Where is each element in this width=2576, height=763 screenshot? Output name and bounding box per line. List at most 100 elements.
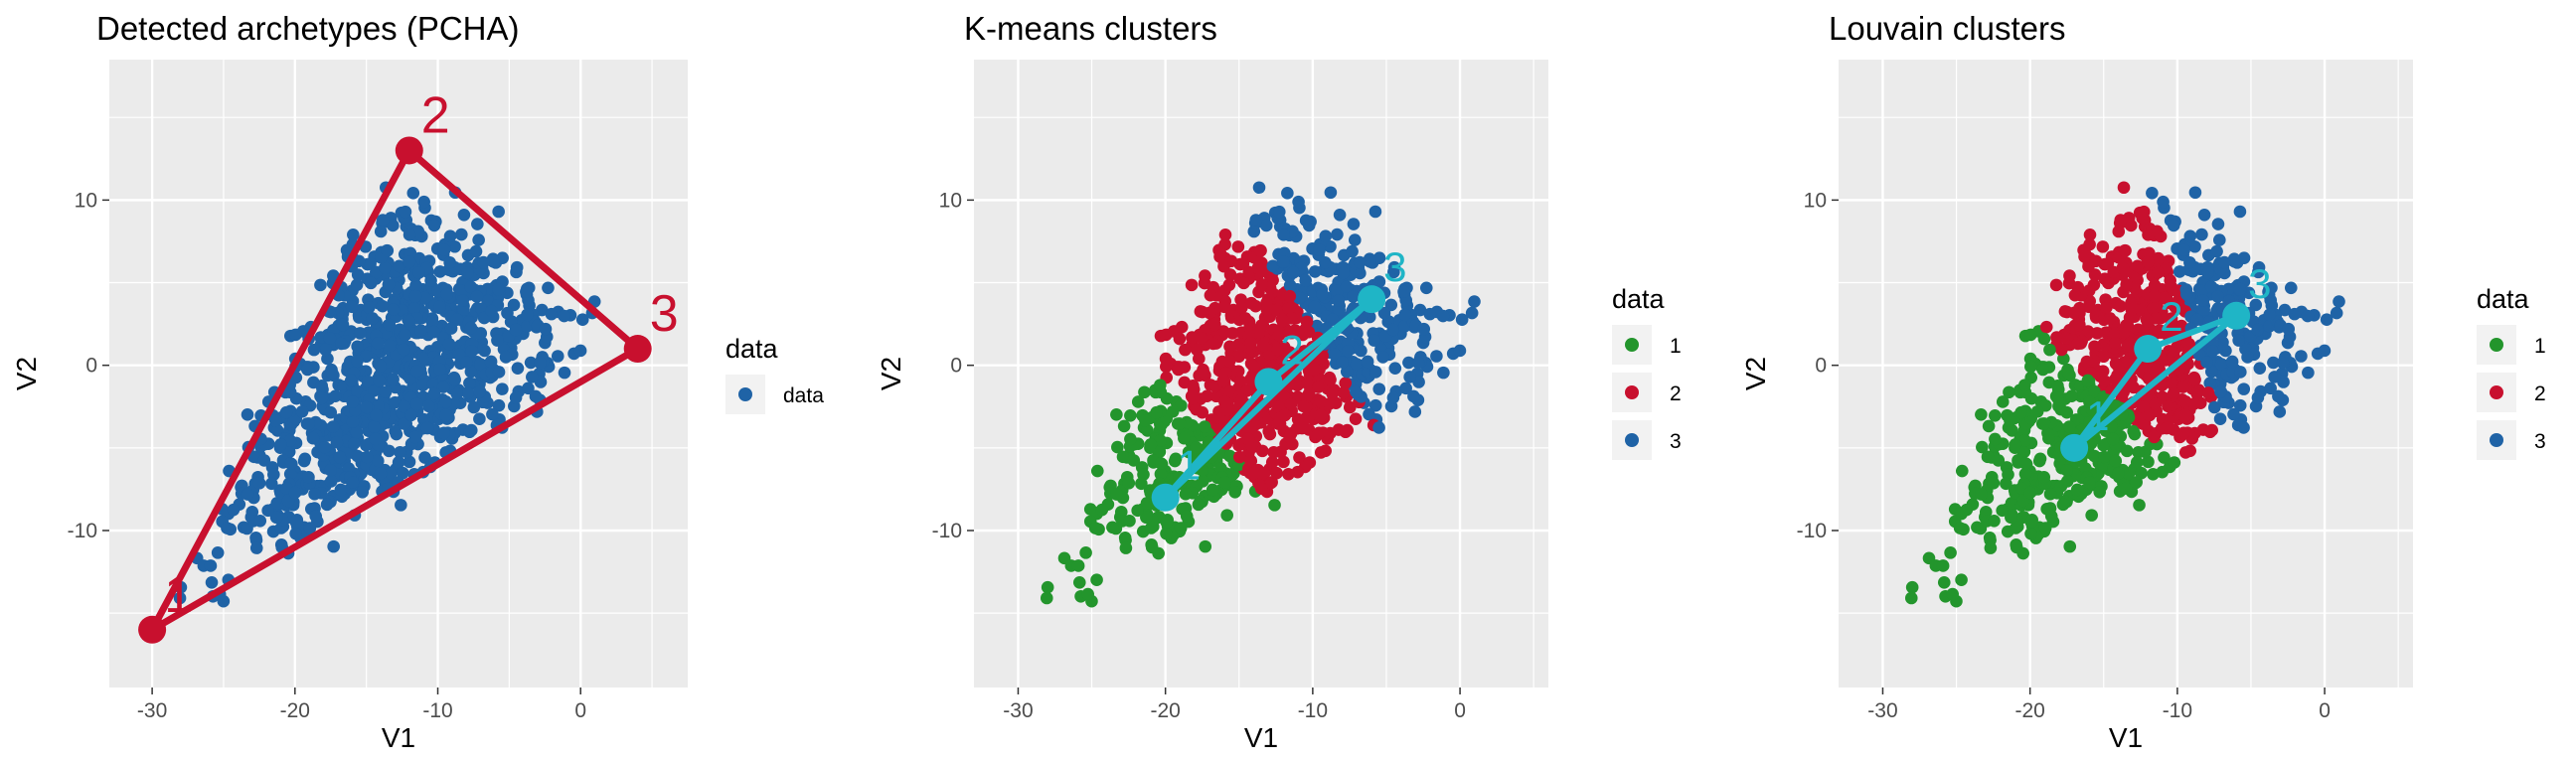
data-point xyxy=(2018,457,2032,470)
data-point xyxy=(302,417,316,430)
data-point xyxy=(2167,386,2180,400)
data-point xyxy=(463,377,476,389)
data-point xyxy=(362,301,376,314)
data-point xyxy=(283,434,297,447)
centroid-label: 2 xyxy=(1280,326,1303,373)
data-point xyxy=(1090,573,1103,587)
data-point xyxy=(2233,398,2247,412)
x-tick-label: -20 xyxy=(280,699,310,722)
data-point xyxy=(1283,279,1297,292)
data-point xyxy=(1256,319,1270,332)
data-point xyxy=(2062,420,2076,433)
data-point xyxy=(2147,302,2160,315)
data-point xyxy=(1166,404,1180,418)
data-point xyxy=(353,327,367,340)
data-point xyxy=(2158,451,2171,464)
data-point xyxy=(2142,455,2155,469)
data-point xyxy=(2018,379,2031,391)
data-point xyxy=(408,289,422,303)
data-point xyxy=(1191,343,1204,357)
legend: data 1 2 3 xyxy=(1612,284,1682,460)
data-point xyxy=(2211,218,2225,230)
data-point xyxy=(2320,313,2334,327)
data-point xyxy=(1308,265,1322,278)
data-point xyxy=(450,386,463,400)
data-point xyxy=(2228,254,2241,268)
data-point xyxy=(1195,332,1208,345)
x-tick-label: -20 xyxy=(1150,699,1180,722)
y-tick-label: 10 xyxy=(75,189,97,212)
data-point xyxy=(2267,356,2280,370)
data-point xyxy=(1135,477,1148,491)
data-point xyxy=(2188,373,2201,386)
data-point xyxy=(264,477,278,491)
data-point xyxy=(393,259,405,273)
data-point xyxy=(1343,400,1357,414)
data-point xyxy=(1340,365,1354,379)
data-point xyxy=(1263,427,1277,441)
data-point xyxy=(1154,467,1168,481)
data-point xyxy=(539,322,553,336)
data-point xyxy=(1178,431,1191,445)
data-point xyxy=(2003,385,2015,399)
data-point xyxy=(2197,303,2210,317)
legend-title: data xyxy=(2477,284,2530,314)
data-point xyxy=(1955,464,1969,478)
data-point xyxy=(1353,255,1367,269)
data-point xyxy=(1185,278,1199,292)
data-point xyxy=(2121,319,2135,332)
data-point xyxy=(329,389,342,402)
panel-kmeans: K-means clusters 1 2 3 -30 -20 -10 0 -10 0 10 V1… xyxy=(876,10,1682,753)
data-point xyxy=(1187,380,1200,392)
data-point xyxy=(1265,476,1278,489)
data-point xyxy=(351,340,364,354)
data-point xyxy=(2263,308,2277,322)
data-point xyxy=(1235,301,1248,314)
chart-title: K-means clusters xyxy=(964,10,1217,47)
data-point xyxy=(558,366,571,380)
data-point xyxy=(1944,546,1957,559)
data-point xyxy=(2103,312,2117,325)
data-point xyxy=(2153,324,2167,337)
data-point xyxy=(1204,288,1217,302)
data-point xyxy=(448,239,461,253)
data-point xyxy=(2037,417,2051,430)
data-point xyxy=(323,332,337,345)
data-point xyxy=(2088,384,2101,398)
data-point xyxy=(2195,284,2208,298)
data-point xyxy=(318,441,332,454)
data-point xyxy=(2009,438,2022,451)
legend-title: data xyxy=(725,334,779,364)
data-point xyxy=(2295,350,2308,363)
data-point xyxy=(2033,452,2047,466)
legend-label: 2 xyxy=(1670,382,1682,405)
data-point xyxy=(2083,228,2097,241)
y-tick-label: 0 xyxy=(950,355,962,378)
data-point xyxy=(398,417,411,430)
data-point xyxy=(1937,575,1951,589)
data-point xyxy=(464,423,478,437)
data-point xyxy=(2070,483,2084,497)
y-axis-label: V2 xyxy=(11,357,42,390)
data-point xyxy=(1364,254,1376,268)
data-point xyxy=(2093,486,2107,499)
data-point xyxy=(2195,228,2208,241)
data-point xyxy=(1430,350,1443,363)
data-point xyxy=(1397,285,1410,299)
data-point xyxy=(522,382,535,395)
data-point xyxy=(1154,434,1167,447)
data-point xyxy=(1982,419,1996,433)
data-point xyxy=(1423,307,1437,321)
data-point xyxy=(1253,243,1267,257)
data-point xyxy=(221,522,234,534)
data-point xyxy=(2167,219,2180,232)
data-point xyxy=(2056,498,2070,512)
data-point xyxy=(1315,395,1328,408)
data-point xyxy=(1347,290,1360,303)
data-point xyxy=(2162,399,2174,413)
data-point xyxy=(2164,274,2176,287)
data-point xyxy=(397,343,410,357)
data-point xyxy=(1267,445,1280,459)
data-point xyxy=(334,483,348,497)
data-point xyxy=(485,304,498,318)
